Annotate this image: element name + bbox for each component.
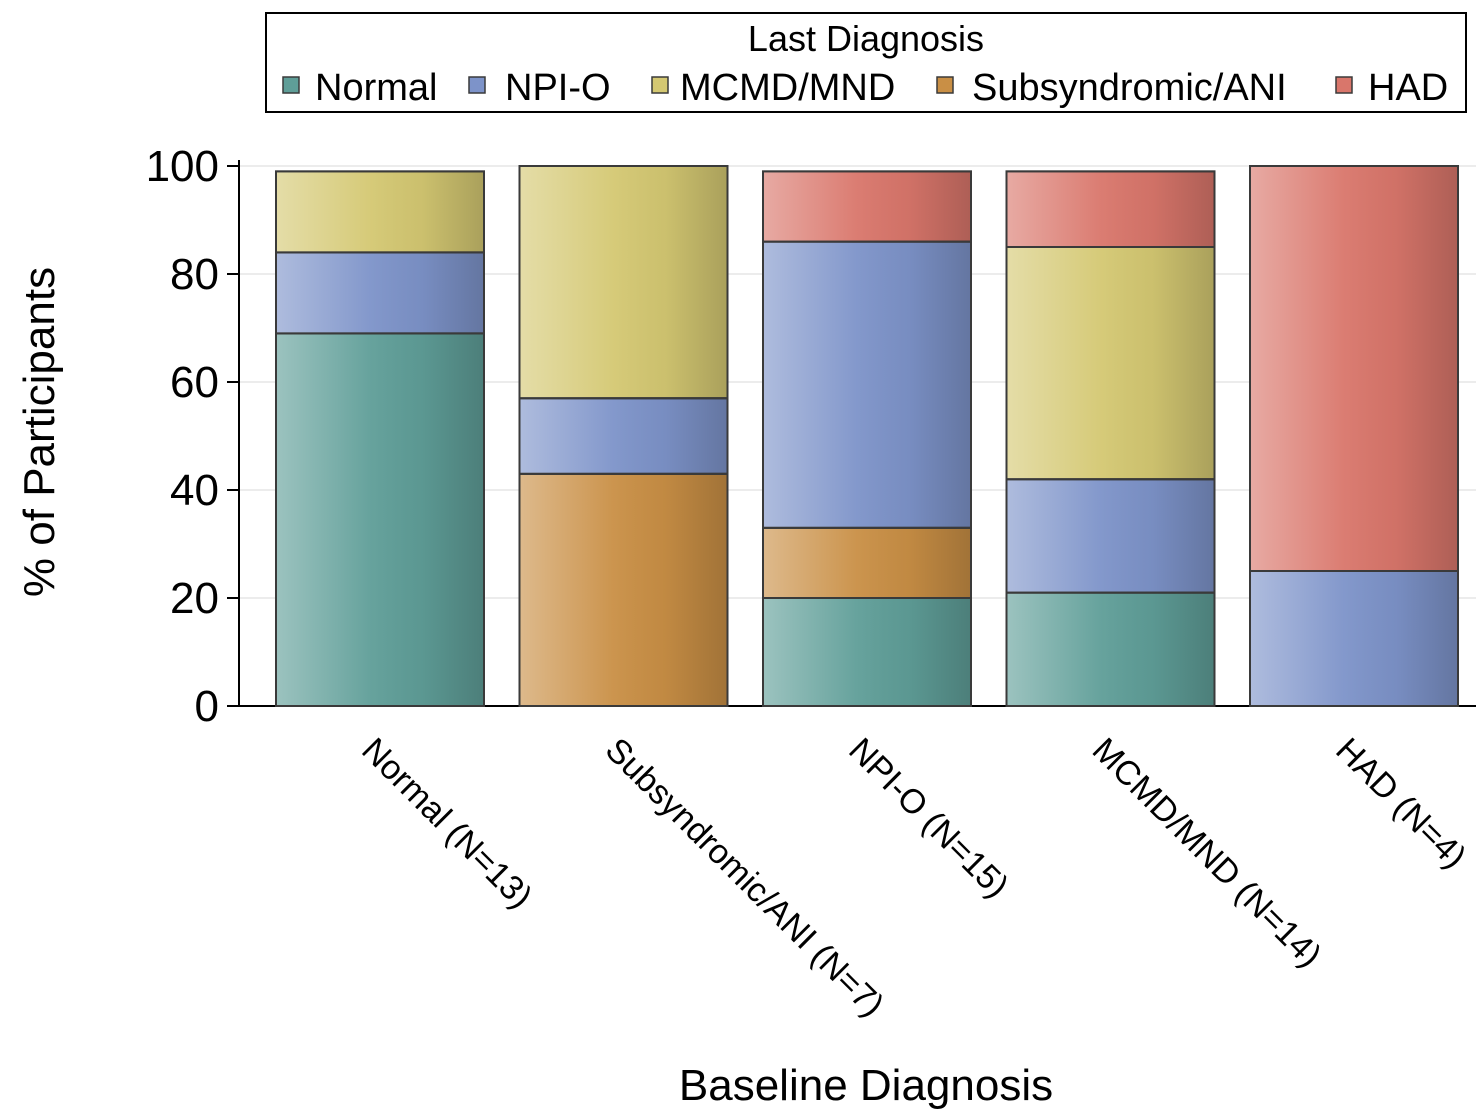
x-tick-label: HAD (N=4) xyxy=(1328,731,1473,876)
y-ticks: 0 20 40 60 80 100 xyxy=(146,142,239,731)
legend-title: Last Diagnosis xyxy=(748,18,984,59)
legend-items: Normal NPI-O MCMD/MND Subsyndromic/ANI HAD xyxy=(282,67,1448,109)
bar-segment-shading xyxy=(1249,570,1459,707)
bar-segment-shading xyxy=(518,165,729,400)
bar-segment-shading xyxy=(275,332,485,707)
bar-segment-shading xyxy=(275,170,485,254)
y-tick-label: 0 xyxy=(195,682,219,731)
bar-segment-shading xyxy=(762,526,972,599)
bars xyxy=(275,165,1459,707)
bar-segment-shading xyxy=(275,251,485,335)
x-tick-labels: Normal (N=13) Subsyndromic/ANI (N=7)NPI-O… xyxy=(354,731,1473,1024)
x-tick-label: Normal (N=13) xyxy=(354,731,539,916)
y-axis-title: % of Participants xyxy=(15,267,64,597)
bar-segment-shading xyxy=(1005,170,1216,248)
legend-label-mcmd-mnd: MCMD/MND xyxy=(680,67,895,109)
bar-segment-shading xyxy=(762,597,972,707)
legend-swatch-subsyndromic-ani xyxy=(936,76,954,94)
legend-swatch-normal xyxy=(282,76,300,94)
legend-swatch-mcmd-mnd xyxy=(651,76,669,94)
legend-label-npi-o: NPI-O xyxy=(505,67,611,109)
bar-segment-shading xyxy=(1005,246,1216,481)
legend: Last Diagnosis Normal NPI-O MCMD/MND Subsyn… xyxy=(265,12,1467,113)
bar-segment-shading xyxy=(1005,591,1216,707)
legend-frame xyxy=(265,12,1467,113)
legend-swatch-had xyxy=(1335,76,1353,94)
x-axis-title: Baseline Diagnosis xyxy=(679,1061,1053,1110)
x-tick-label: MCMD/MND (N=14) xyxy=(1085,731,1329,975)
legend-label-had: HAD xyxy=(1368,67,1448,109)
x-tick-label: Subsyndromic/ANI (N=7) xyxy=(598,731,891,1024)
x-tick-label: NPI-O (N=15) xyxy=(841,731,1015,905)
y-tick-label: 80 xyxy=(170,250,219,299)
legend-swatch-npi-o xyxy=(468,76,486,94)
bar-segment-shading xyxy=(518,397,729,475)
y-tick-label: 20 xyxy=(170,574,219,623)
y-tick-label: 60 xyxy=(170,358,219,407)
bar-segment-shading xyxy=(1005,478,1216,594)
y-tick-label: 40 xyxy=(170,466,219,515)
legend-label-normal: Normal xyxy=(315,67,437,109)
legend-label-subsyndromic-ani: Subsyndromic/ANI xyxy=(972,67,1287,109)
y-tick-label: 100 xyxy=(146,142,219,191)
bar-segment-shading xyxy=(762,170,972,243)
bar-segment-shading xyxy=(518,472,729,707)
bar-segment-shading xyxy=(762,240,972,529)
bar-segment-shading xyxy=(1249,165,1459,572)
